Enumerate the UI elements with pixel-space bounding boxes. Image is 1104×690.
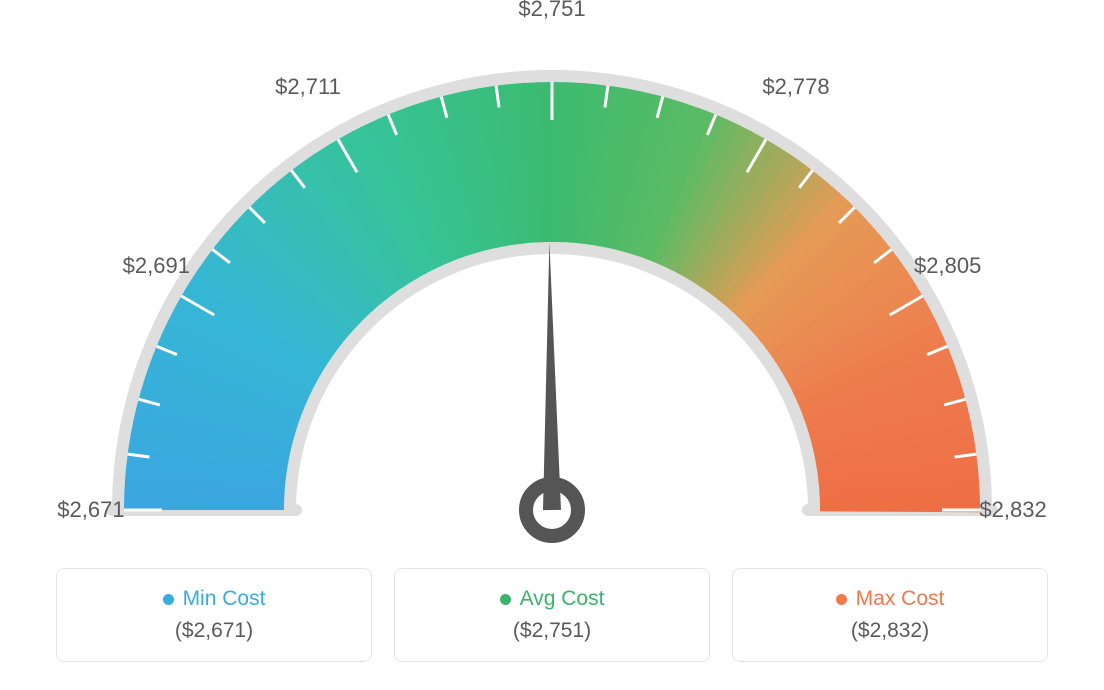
avg-cost-value: ($2,751) bbox=[513, 619, 591, 643]
avg-cost-label: Avg Cost bbox=[520, 587, 605, 611]
dot-icon bbox=[163, 594, 174, 605]
avg-cost-title: Avg Cost bbox=[500, 587, 605, 611]
min-cost-value: ($2,671) bbox=[175, 619, 253, 643]
max-cost-label: Max Cost bbox=[856, 587, 945, 611]
max-cost-card: Max Cost ($2,832) bbox=[732, 568, 1048, 662]
min-cost-title: Min Cost bbox=[163, 587, 266, 611]
dot-icon bbox=[500, 594, 511, 605]
gauge-tick-label: $2,832 bbox=[979, 497, 1046, 523]
gauge-tick-label: $2,805 bbox=[914, 253, 981, 279]
gauge-tick-label: $2,778 bbox=[762, 74, 829, 100]
max-cost-value: ($2,832) bbox=[851, 619, 929, 643]
gauge-svg bbox=[0, 0, 1104, 560]
avg-cost-card: Avg Cost ($2,751) bbox=[394, 568, 710, 662]
min-cost-card: Min Cost ($2,671) bbox=[56, 568, 372, 662]
gauge-tick-label: $2,711 bbox=[275, 74, 341, 100]
summary-cards: Min Cost ($2,671) Avg Cost ($2,751) Max … bbox=[56, 568, 1048, 662]
dot-icon bbox=[836, 594, 847, 605]
min-cost-label: Min Cost bbox=[183, 587, 266, 611]
gauge-tick-label: $2,691 bbox=[123, 253, 190, 279]
gauge-tick-label: $2,671 bbox=[57, 497, 124, 523]
max-cost-title: Max Cost bbox=[836, 587, 945, 611]
gauge-chart: $2,671 $2,691 $2,711 $2,751 $2,778 $2,805 $2,8… bbox=[0, 0, 1104, 560]
gauge-tick-label: $2,751 bbox=[518, 0, 585, 22]
